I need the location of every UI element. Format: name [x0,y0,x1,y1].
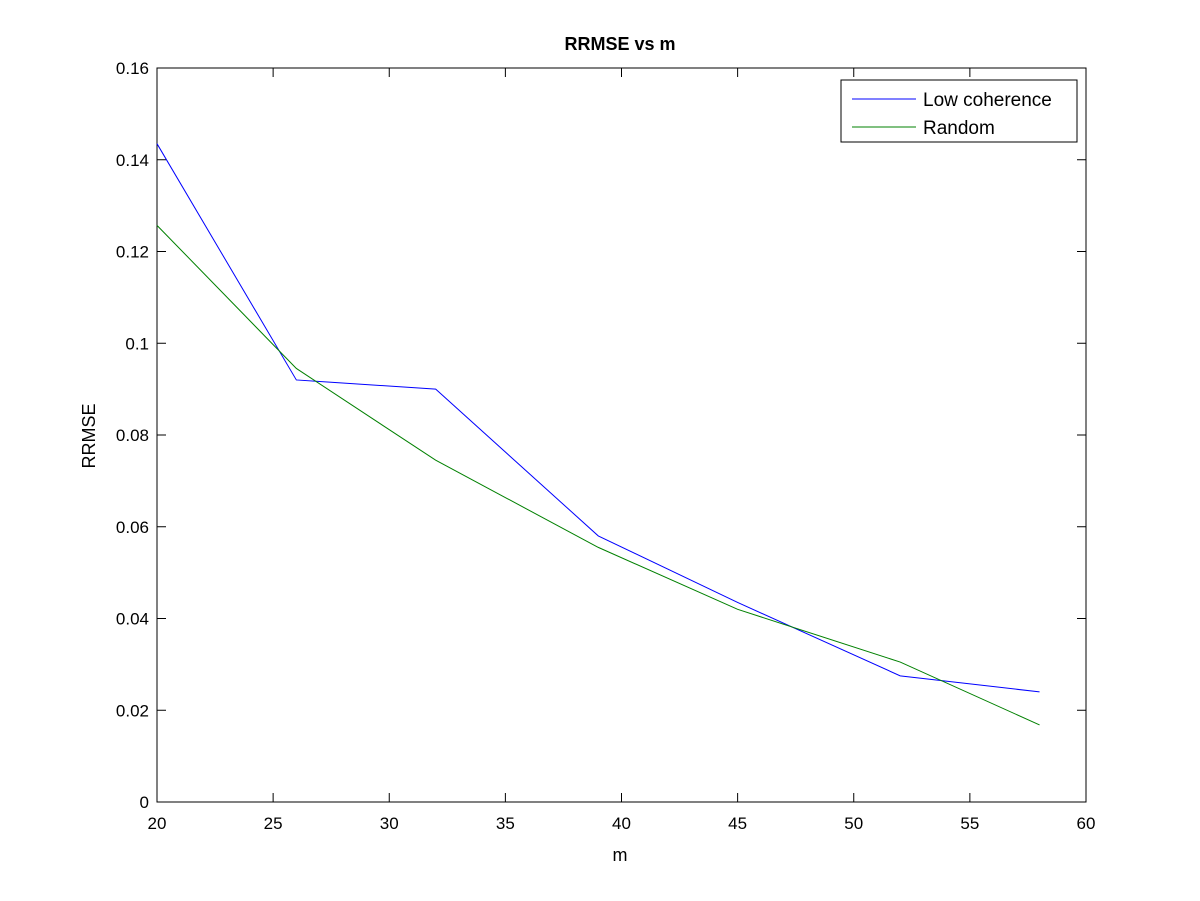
data-point-random [899,661,902,664]
x-tick-label: 35 [496,814,515,833]
data-point-random [1038,723,1041,726]
x-tick-label: 25 [264,814,283,833]
y-tick-label: 0.06 [116,518,149,537]
y-tick-label: 0 [140,793,149,812]
x-tick-label: 20 [148,814,167,833]
data-point-random [434,459,437,462]
series-line-low-coherence [156,143,1040,693]
x-tick-label: 40 [612,814,631,833]
data-point-low-coherence [434,388,437,391]
y-tick-label: 0.02 [116,701,149,720]
y-tick-label: 0.08 [116,426,149,445]
axis-ticks: 20 25 30 35 40 45 50 55 60 0 0.02 0.04 0.06 0.08 0.1 0.… [116,59,1096,833]
x-tick-label: 60 [1077,814,1096,833]
x-tick-label: 55 [960,814,979,833]
y-tick-label: 0.04 [116,610,149,629]
data-point-random [736,608,739,611]
legend-box [840,79,1078,143]
data-point-random [156,224,159,227]
data-point-low-coherence [736,601,739,604]
x-axis-label: m [613,845,628,865]
legend: Low coherence Random [840,79,1078,143]
data-point-low-coherence [295,378,298,381]
y-tick-label: 0.14 [116,151,149,170]
x-tick-label: 45 [728,814,747,833]
data-point-low-coherence [597,534,600,537]
data-point-low-coherence [899,674,902,677]
x-tick-label: 30 [380,814,399,833]
data-point-low-coherence [1038,690,1041,693]
x-tick-label: 50 [844,814,863,833]
data-point-random [597,546,600,549]
y-tick-label: 0.1 [125,334,149,353]
y-tick-label: 0.16 [116,59,149,78]
plot-area [156,67,1087,803]
chart-title: RRMSE vs m [564,34,675,54]
data-point-low-coherence [156,142,159,145]
data-point-random [295,367,298,370]
legend-entry-label: Low coherence [923,90,1052,111]
y-tick-label: 0.12 [116,243,149,262]
series-lines [156,142,1041,726]
y-axis-label: RRMSE [79,403,99,468]
legend-entry-label: Random [923,118,995,139]
plot-frame [156,67,1087,803]
series-line-random [156,225,1040,726]
